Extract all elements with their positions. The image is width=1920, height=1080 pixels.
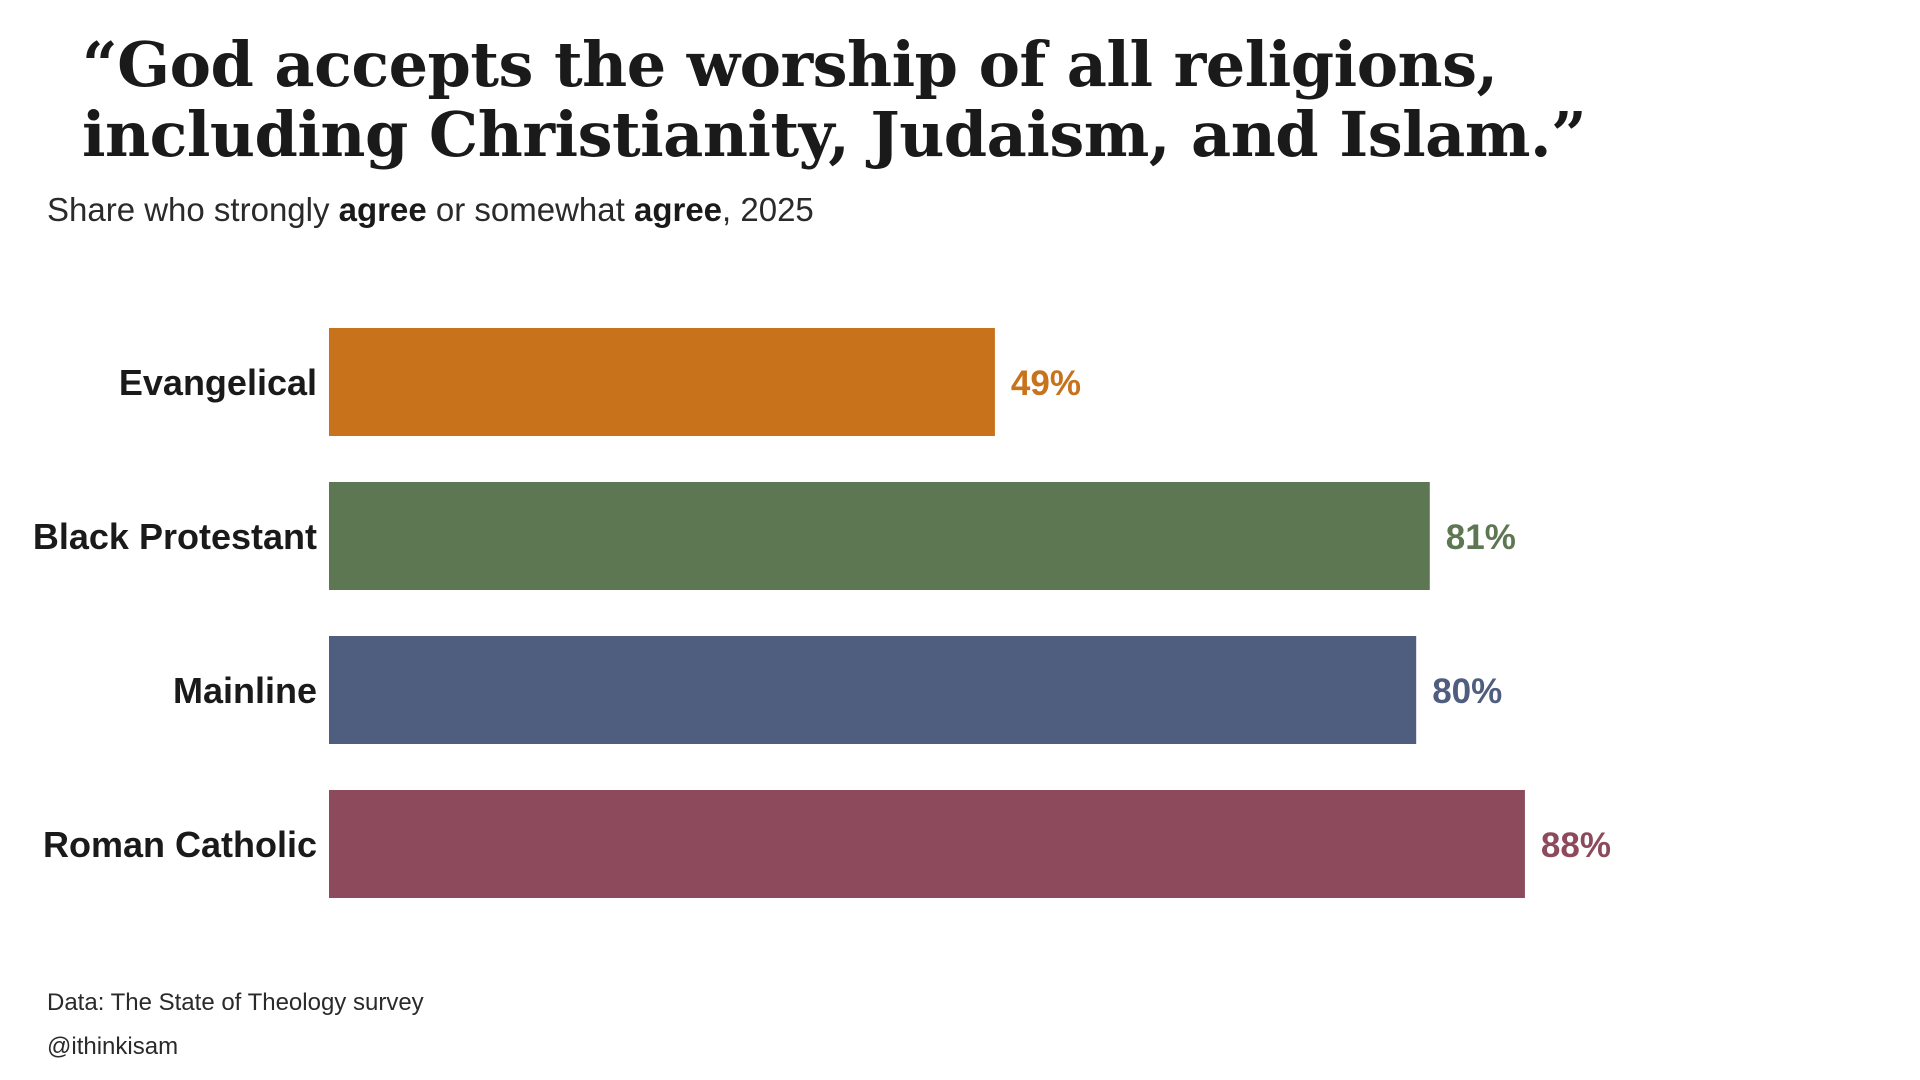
subtitle-text-3: , 2025: [722, 191, 814, 228]
category-label-roman-catholic: Roman Catholic: [43, 824, 317, 865]
chart-title: “God accepts the worship of all religion…: [82, 28, 1587, 171]
value-label-black-protestant: 81%: [1446, 518, 1516, 557]
author-credit: @ithinkisam: [47, 1033, 179, 1060]
bar-evangelical: [329, 328, 995, 436]
value-label-roman-catholic: 88%: [1541, 826, 1611, 865]
category-label-mainline: Mainline: [173, 670, 317, 711]
subtitle-text-2: or somewhat: [426, 191, 634, 228]
chart-subtitle: Share who strongly agree or somewhat agr…: [47, 190, 814, 230]
value-label-mainline: 80%: [1432, 672, 1502, 711]
category-label-black-protestant: Black Protestant: [33, 516, 317, 557]
bar-mainline: [329, 636, 1417, 744]
subtitle-bold-1: agree: [338, 191, 427, 228]
subtitle-text-1: Share who strongly: [47, 191, 339, 228]
category-label-evangelical: Evangelical: [119, 362, 317, 403]
data-source: Data: The State of Theology survey: [47, 989, 424, 1016]
value-label-evangelical: 49%: [1011, 364, 1081, 403]
bar-black-protestant: [329, 482, 1430, 590]
bar-roman-catholic: [329, 790, 1525, 898]
subtitle-bold-2: agree: [633, 191, 723, 228]
